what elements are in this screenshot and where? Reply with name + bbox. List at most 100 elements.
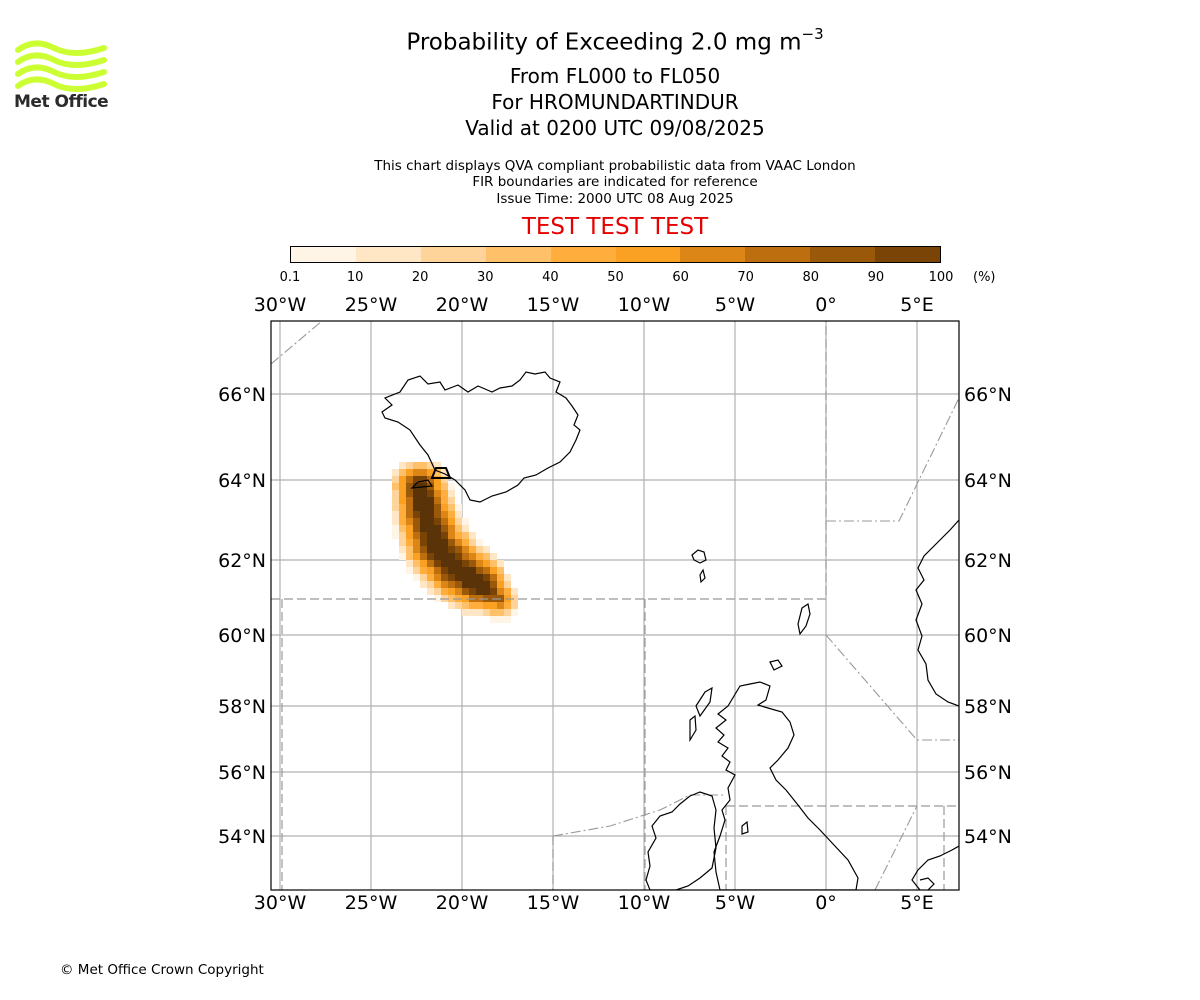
plume-cell bbox=[441, 567, 448, 574]
plume-cell bbox=[469, 581, 476, 588]
plume-cell bbox=[406, 532, 413, 539]
plume-cell bbox=[399, 518, 406, 525]
plume-cell bbox=[469, 574, 476, 581]
plume-cell bbox=[483, 567, 490, 574]
lon-label: 25°W bbox=[345, 294, 398, 316]
plume-cell bbox=[455, 511, 462, 518]
volcano-name: For HROMUNDARTINDUR bbox=[491, 90, 739, 114]
colorbar-tick-label: 30 bbox=[477, 270, 494, 285]
plume-cell bbox=[476, 553, 483, 560]
plume-cell bbox=[469, 602, 476, 609]
plume-cell bbox=[420, 518, 427, 525]
plume-cell bbox=[420, 462, 427, 469]
plume-cell bbox=[406, 504, 413, 511]
lon-label: 20°W bbox=[436, 294, 489, 316]
plume-cell bbox=[406, 553, 413, 560]
plume-cell bbox=[448, 539, 455, 546]
plume-cell bbox=[434, 497, 441, 504]
plume-cell bbox=[399, 490, 406, 497]
plume-cell bbox=[413, 546, 420, 553]
plume-cell bbox=[490, 616, 497, 623]
plume-cell bbox=[420, 553, 427, 560]
plume-cell bbox=[497, 616, 504, 623]
colorbar-tick-label: 0.1 bbox=[279, 270, 301, 285]
lat-label: 58°N bbox=[218, 696, 266, 718]
plume-cell bbox=[413, 532, 420, 539]
plume-cell bbox=[399, 539, 406, 546]
lat-label: 56°N bbox=[218, 762, 266, 784]
copyright: © Met Office Crown Copyright bbox=[60, 962, 264, 978]
plume-cell bbox=[490, 588, 497, 595]
colorbar-tick-label: 100 bbox=[928, 270, 954, 285]
plume-cell bbox=[448, 602, 455, 609]
plume-cell bbox=[406, 476, 413, 483]
lon-label: 10°W bbox=[618, 294, 671, 316]
plume-cell bbox=[448, 497, 455, 504]
plume-cell bbox=[448, 574, 455, 581]
plume-cell bbox=[483, 546, 490, 553]
plume-cell bbox=[462, 518, 469, 525]
plume-cell bbox=[441, 560, 448, 567]
plume-cell bbox=[497, 588, 504, 595]
colorbar-segment bbox=[745, 247, 811, 262]
plume-cell bbox=[427, 588, 434, 595]
plume-cell bbox=[462, 602, 469, 609]
plume-cell bbox=[490, 602, 497, 609]
plume-cell bbox=[420, 532, 427, 539]
plume-cell bbox=[427, 490, 434, 497]
plume-cell bbox=[413, 490, 420, 497]
plume-cell bbox=[455, 546, 462, 553]
plume-cell bbox=[392, 490, 399, 497]
plume-cell bbox=[427, 567, 434, 574]
lon-label: 0° bbox=[815, 294, 837, 316]
plume-cell bbox=[392, 469, 399, 476]
plume-cell bbox=[483, 553, 490, 560]
plume-cell bbox=[469, 588, 476, 595]
plume-cell bbox=[427, 553, 434, 560]
plume-cell bbox=[462, 539, 469, 546]
plume-cell bbox=[455, 567, 462, 574]
plume-cell bbox=[441, 504, 448, 511]
plume-cell bbox=[434, 525, 441, 532]
plume-cell bbox=[434, 518, 441, 525]
plume-cell bbox=[434, 588, 441, 595]
plume-cell bbox=[413, 567, 420, 574]
plume-cell bbox=[427, 504, 434, 511]
plume-cell bbox=[455, 602, 462, 609]
plume-cell bbox=[434, 560, 441, 567]
plume-cell bbox=[490, 581, 497, 588]
fir-boundaries bbox=[271, 321, 959, 890]
plume-cell bbox=[392, 504, 399, 511]
plume-cell bbox=[427, 560, 434, 567]
plume-cell bbox=[413, 518, 420, 525]
lat-label: 64°N bbox=[218, 470, 266, 492]
plume-cell bbox=[399, 497, 406, 504]
lat-label: 64°N bbox=[964, 470, 1012, 492]
plume-cell bbox=[483, 560, 490, 567]
colorbar-tick-label: 10 bbox=[346, 270, 364, 285]
plume-cell bbox=[476, 560, 483, 567]
colorbar-tick-label: 40 bbox=[542, 270, 559, 285]
plume-cell bbox=[441, 497, 448, 504]
colorbar-tick-label: 80 bbox=[802, 270, 820, 285]
plume-cell bbox=[455, 504, 462, 511]
plume-cell bbox=[434, 504, 441, 511]
graticule bbox=[271, 321, 959, 890]
lat-label: 60°N bbox=[964, 625, 1012, 647]
plume-cell bbox=[434, 539, 441, 546]
plume-cell bbox=[406, 539, 413, 546]
plume-cell bbox=[455, 574, 462, 581]
colorbar-tick-label: 70 bbox=[737, 270, 754, 285]
plume-cell bbox=[413, 574, 420, 581]
plume-cell bbox=[455, 553, 462, 560]
plume-cell bbox=[455, 560, 462, 567]
colorbar bbox=[290, 246, 941, 263]
plume-cell bbox=[434, 476, 441, 483]
plume-cell bbox=[441, 476, 448, 483]
plume-cell bbox=[434, 574, 441, 581]
plume-cell bbox=[476, 609, 483, 616]
plume-cell bbox=[455, 525, 462, 532]
plume-cell bbox=[427, 476, 434, 483]
plume-cell bbox=[399, 553, 406, 560]
colorbar-segment bbox=[420, 247, 486, 262]
